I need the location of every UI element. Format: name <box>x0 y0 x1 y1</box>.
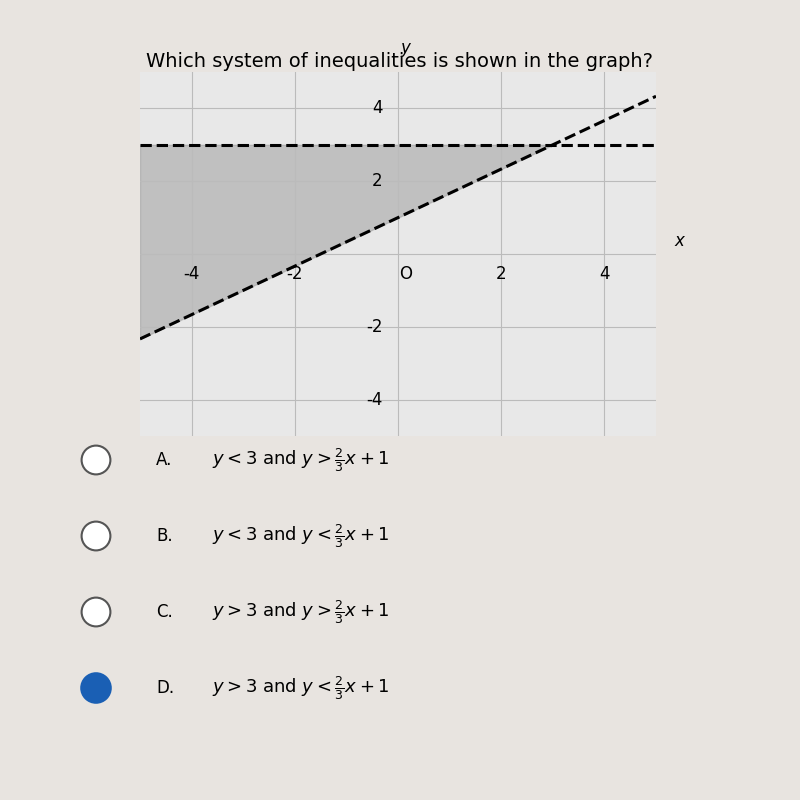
Text: $y > 3$ and $y > \frac{2}{3}x + 1$: $y > 3$ and $y > \frac{2}{3}x + 1$ <box>212 598 390 626</box>
Text: -2: -2 <box>366 318 382 336</box>
Text: 4: 4 <box>599 265 610 283</box>
Text: -4: -4 <box>183 265 200 283</box>
Text: -4: -4 <box>366 390 382 409</box>
Text: D.: D. <box>156 679 174 697</box>
Text: $y < 3$ and $y > \frac{2}{3}x + 1$: $y < 3$ and $y > \frac{2}{3}x + 1$ <box>212 446 390 474</box>
Text: B.: B. <box>156 527 173 545</box>
Text: O: O <box>399 265 412 283</box>
Text: A.: A. <box>156 451 172 469</box>
Text: 2: 2 <box>496 265 506 283</box>
Text: 2: 2 <box>372 172 382 190</box>
Text: y: y <box>401 39 410 58</box>
Text: Which system of inequalities is shown in the graph?: Which system of inequalities is shown in… <box>146 52 654 71</box>
Text: 4: 4 <box>372 99 382 118</box>
Text: -2: -2 <box>286 265 303 283</box>
Text: $y > 3$ and $y < \frac{2}{3}x + 1$: $y > 3$ and $y < \frac{2}{3}x + 1$ <box>212 674 390 702</box>
Text: C.: C. <box>156 603 173 621</box>
Text: x: x <box>674 232 684 250</box>
Text: $y < 3$ and $y < \frac{2}{3}x + 1$: $y < 3$ and $y < \frac{2}{3}x + 1$ <box>212 522 390 550</box>
